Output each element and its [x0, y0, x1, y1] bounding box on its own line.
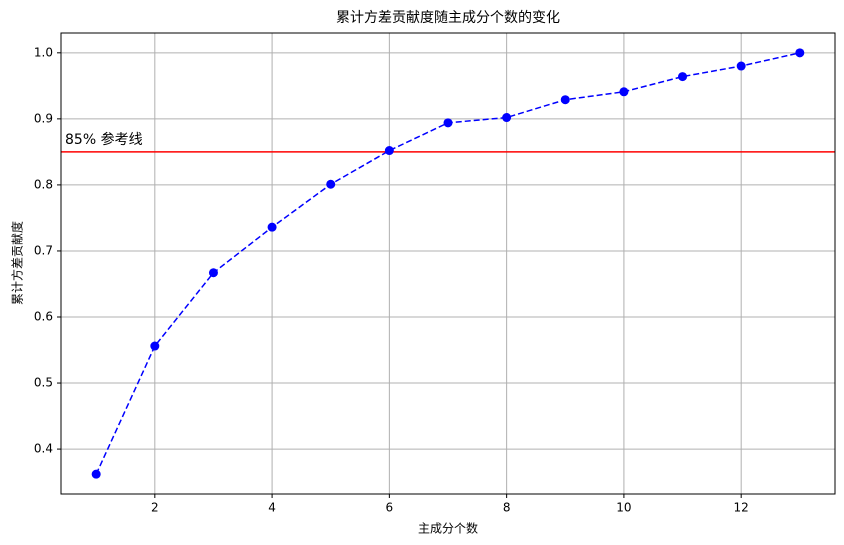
- data-point: [619, 87, 629, 97]
- data-point: [267, 222, 277, 232]
- data-point: [91, 469, 101, 479]
- data-point: [443, 118, 453, 128]
- y-tick-label: 1.0: [34, 45, 53, 59]
- chart-title: 累计方差贡献度随主成分个数的变化: [336, 10, 560, 26]
- y-axis-label: 累计方差贡献度: [10, 221, 25, 305]
- reference-label: 85% 参考线: [65, 131, 143, 148]
- data-point: [150, 341, 160, 351]
- data-point: [678, 72, 688, 82]
- x-tick-label: 2: [151, 501, 159, 515]
- data-line: [95, 52, 800, 475]
- data-point: [384, 146, 394, 156]
- y-tick-label: 0.5: [34, 376, 53, 390]
- data-point: [208, 268, 218, 278]
- data-point: [736, 61, 746, 71]
- data-point: [795, 48, 805, 58]
- data-point: [502, 113, 512, 123]
- y-tick-label: 0.8: [34, 177, 53, 191]
- x-tick-label: 10: [616, 501, 631, 515]
- x-tick-label: 4: [268, 501, 276, 515]
- y-tick-label: 0.7: [34, 243, 53, 257]
- plot-frame: [60, 32, 836, 495]
- data-point: [326, 179, 336, 189]
- data-point: [560, 95, 570, 105]
- y-tick-label: 0.4: [34, 442, 53, 456]
- x-tick-label: 12: [734, 501, 749, 515]
- x-tick-label: 6: [386, 501, 394, 515]
- y-tick-label: 0.6: [34, 309, 53, 323]
- x-axis-label: 主成分个数: [418, 521, 478, 536]
- x-tick-label: 8: [503, 501, 511, 515]
- y-tick-label: 0.9: [34, 111, 53, 125]
